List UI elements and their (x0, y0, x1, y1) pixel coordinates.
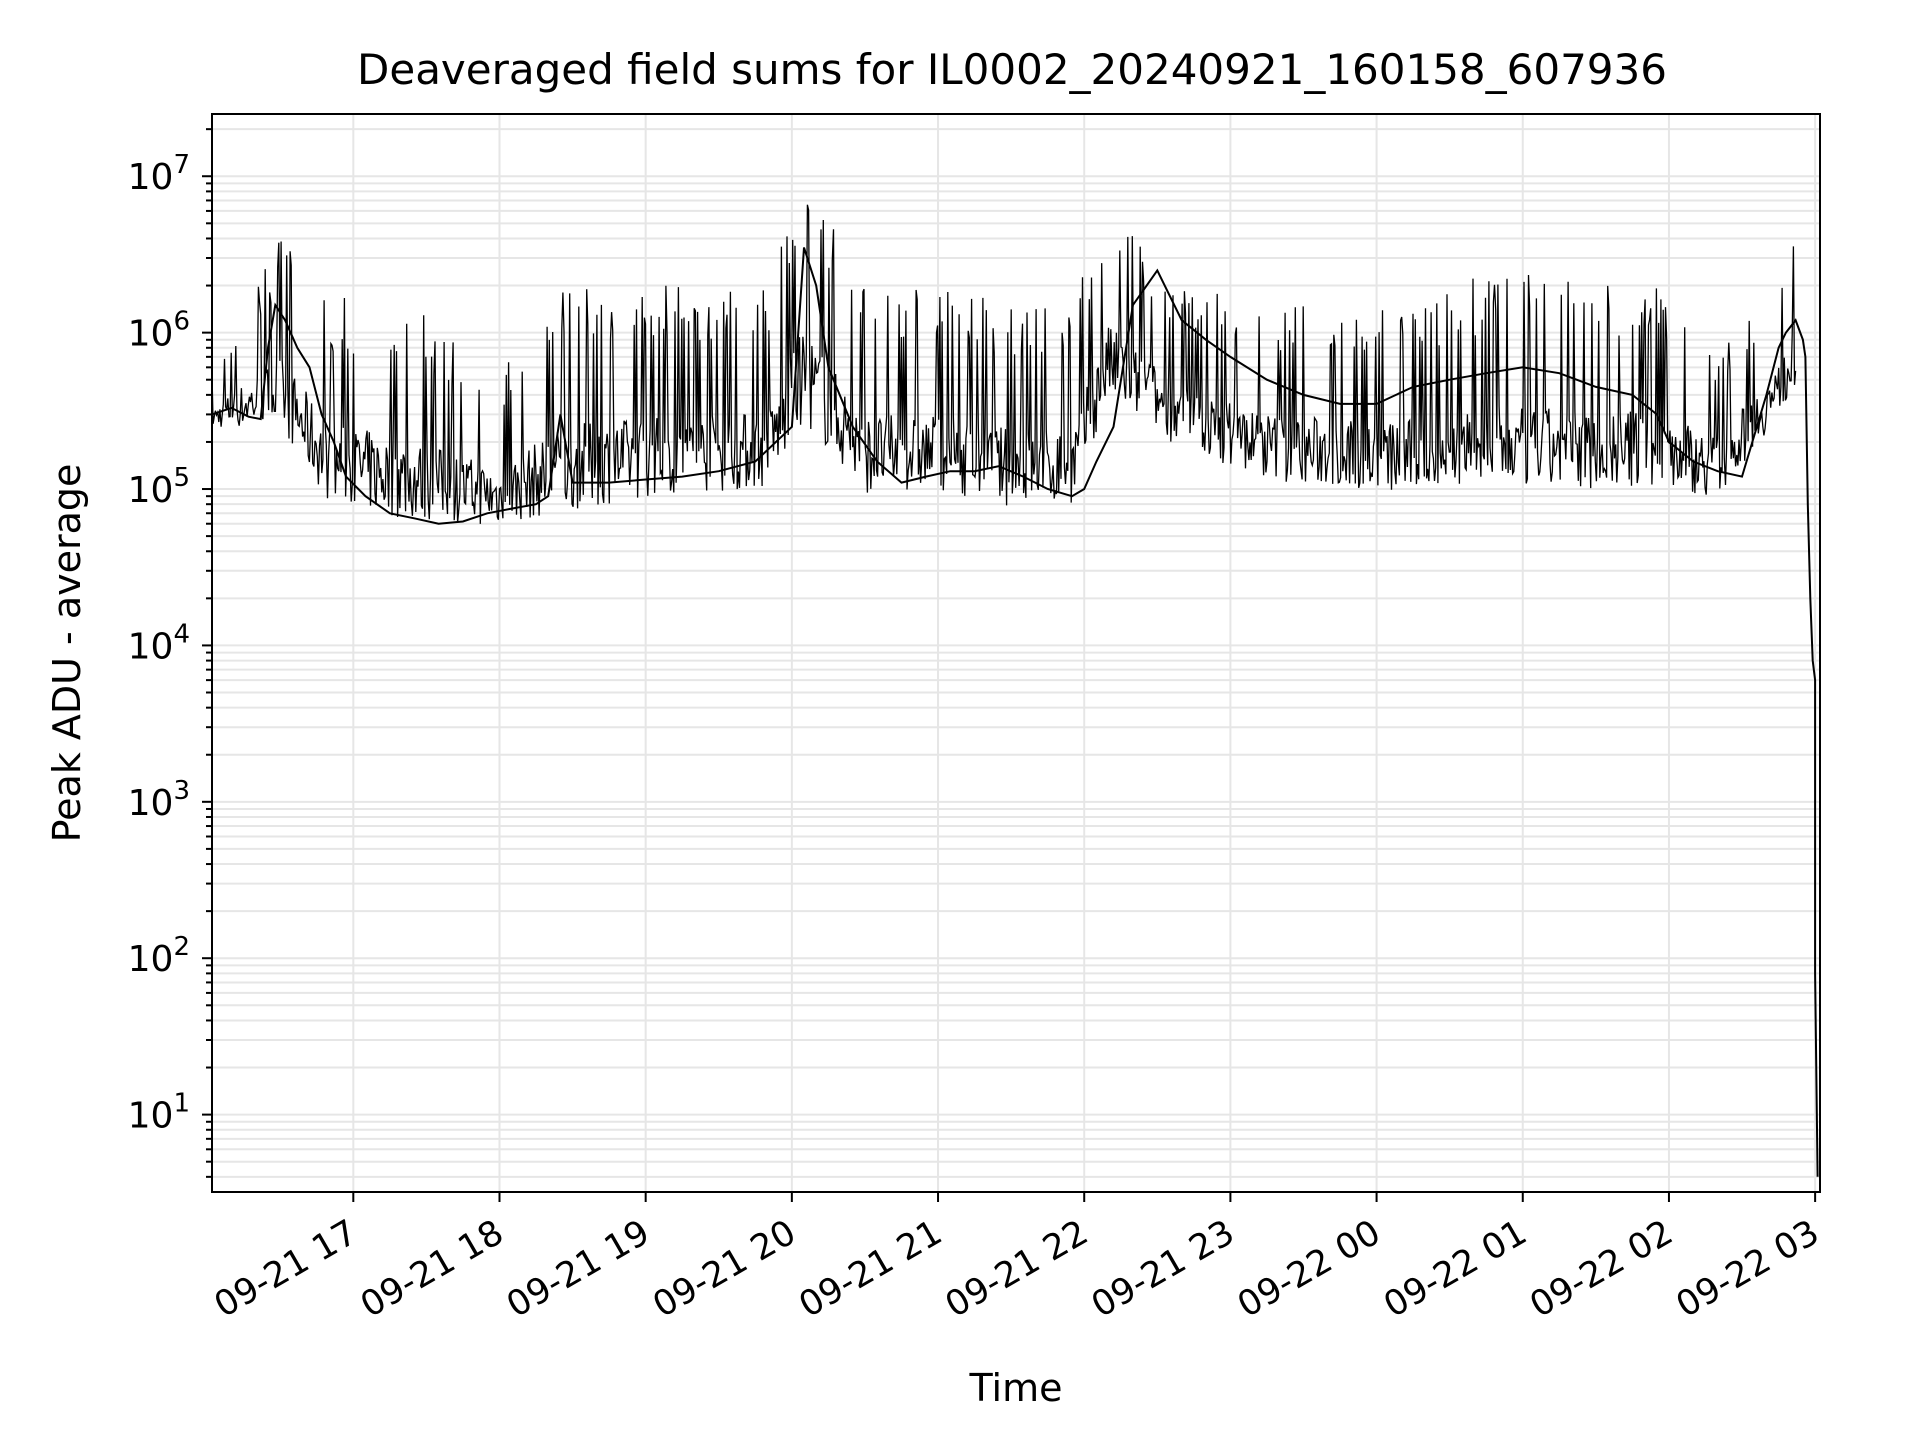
y-tick-base: 10 (128, 314, 174, 355)
y-tick-label: 106 (128, 307, 190, 355)
y-tick-exponent: 1 (173, 1089, 190, 1119)
y-tick-base: 10 (128, 1096, 174, 1137)
grid (212, 114, 1820, 1192)
y-tick-exponent: 7 (173, 150, 190, 180)
y-axis-label: Peak ADU - average (45, 464, 89, 843)
y-tick-label: 103 (128, 776, 190, 824)
x-axis-label: Time (969, 1366, 1063, 1410)
chart-title: Deaveraged field sums for IL0002_2024092… (357, 45, 1667, 94)
y-tick-exponent: 3 (173, 776, 190, 806)
y-tick-base: 10 (128, 939, 174, 980)
y-tick-label: 102 (128, 932, 190, 980)
plot-area (211, 113, 1821, 1193)
y-tick-exponent: 5 (173, 463, 190, 493)
y-tick-exponent: 2 (173, 932, 190, 962)
y-tick-label: 104 (128, 619, 190, 667)
y-tick-label: 107 (128, 150, 190, 198)
y-tick-base: 10 (128, 626, 174, 667)
y-tick-base: 10 (128, 783, 174, 824)
series-line (211, 247, 1819, 1177)
y-tick-base: 10 (128, 157, 174, 198)
y-tick-label: 101 (128, 1089, 190, 1137)
series (211, 247, 1819, 1177)
spike-envelope (211, 204, 1797, 524)
y-tick-exponent: 6 (173, 307, 190, 337)
y-tick-label: 105 (128, 463, 190, 511)
y-tick-exponent: 4 (173, 619, 190, 649)
y-tick-base: 10 (128, 470, 174, 511)
spike-trace (211, 204, 1797, 524)
